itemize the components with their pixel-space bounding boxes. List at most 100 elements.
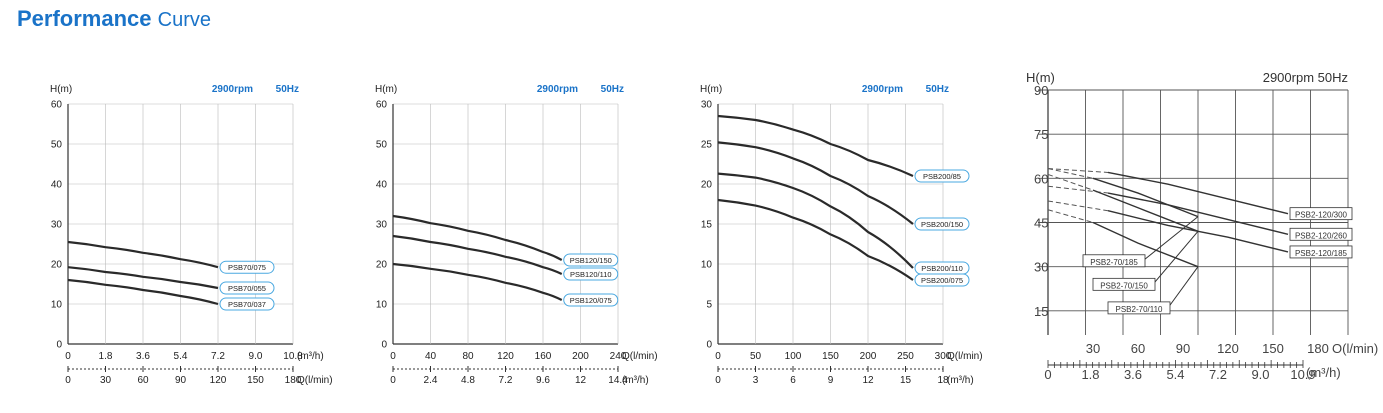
x-tick-label: 120 [497,351,514,362]
x-axis-unit: O(l/min) [1332,341,1378,356]
secondary-tick-label: 30 [100,375,112,386]
y-tick-label: 30 [1034,260,1048,275]
y-tick-label: 45 [1034,216,1048,231]
series-label-box [219,297,275,311]
series-label-box [1107,301,1171,315]
secondary-tick-label: 4.8 [461,375,475,386]
speed-label: 2900rpm [862,84,903,95]
y-tick-label: 40 [51,180,63,191]
y-axis-label: H(m) [50,84,72,95]
y-axis-label: H(m) [700,84,722,95]
series-label-box [914,169,970,183]
series-label: PSB2-120/260 [1295,231,1348,240]
x-tick-label: 150 [1262,341,1284,356]
y-tick-label: 90 [1034,83,1048,98]
secondary-axis-unit: (m³/h) [622,375,649,386]
series-label: PSB200/85 [923,172,961,181]
secondary-tick-label: 0 [715,375,721,386]
series-label-box [1289,245,1353,259]
dashed-stub [1047,200,1109,212]
series-label-box [219,281,275,295]
x-tick-label: 180 [1307,341,1329,356]
x-tick-label: 100 [785,351,802,362]
series-label-box [1082,254,1146,268]
x-tick-label: 7.2 [211,351,225,362]
x-tick-label: 60 [1131,341,1145,356]
secondary-tick-label: 7.2 [499,375,513,386]
secondary-tick-label: 7.2 [1209,367,1227,382]
x-tick-label: 5.4 [174,351,188,362]
speed-label: 2900rpm 50Hz [1263,70,1348,85]
speed-label: 2900rpm [212,84,253,95]
frequency-label: 50Hz [276,84,299,95]
y-tick-label: 10 [51,300,63,311]
y-tick-label: 20 [51,260,63,271]
y-tick-label: 0 [381,340,387,351]
curve-psb70-037 [67,278,219,306]
y-tick-label: 60 [376,100,388,111]
y-tick-label: 30 [701,100,713,111]
y-tick-label: 60 [51,100,63,111]
x-tick-label: 30 [1086,341,1100,356]
secondary-tick-label: 15 [900,375,912,386]
y-tick-label: 15 [1034,304,1048,319]
x-tick-label: 9.0 [249,351,263,362]
x-tick-label: 80 [462,351,474,362]
secondary-tick-label: 180 [285,375,302,386]
x-tick-label: 240 [610,351,627,362]
secondary-tick-label: 120 [210,375,227,386]
series-label: PSB120/110 [570,270,612,279]
y-tick-label: 0 [706,340,712,351]
secondary-tick-label: 3.6 [1124,367,1142,382]
series-label-box [563,293,619,307]
x-tick-label: 300 [935,351,952,362]
secondary-tick-label: 14.4 [608,375,628,386]
performance-chart-psb2: H(m) 2900rpm 50Hz 15 30 45 60 75 90 30 60 90 120 150… [1026,70,1378,382]
y-tick-label: 10 [376,300,388,311]
x-axis-unit: Q(l/min) [622,351,658,362]
series-label-box [1092,277,1156,291]
y-tick-label: 75 [1034,127,1048,142]
y-tick-label: 30 [51,220,63,231]
x-axis-unit: (m³/h) [297,351,324,362]
title-main: Performance [17,6,152,31]
dashed-stub [1047,168,1094,179]
secondary-tick-label: 10.9 [1290,367,1315,382]
curve-psb2-120-260 [1107,192,1289,235]
x-tick-label: 120 [1217,341,1239,356]
x-tick-label: 0 [715,351,721,362]
series-label-box [563,267,619,281]
dashed-stub [1047,173,1094,191]
curve-psb200-150 [717,141,914,225]
y-tick-label: 40 [376,180,388,191]
y-tick-label: 5 [706,300,712,311]
frequency-label: 50Hz [926,84,949,95]
series-label: PSB2-70/110 [1116,305,1164,314]
curve-psb120-110 [392,234,563,275]
x-tick-label: 0 [390,351,396,362]
series-label-box [914,273,970,287]
secondary-axis-unit: (m³/h) [947,375,974,386]
x-tick-label: 200 [860,351,877,362]
curve-psb70-075 [67,240,219,269]
secondary-tick-label: 1.8 [1081,367,1099,382]
frequency-label: 50Hz [601,84,624,95]
series-label: PSB200/110 [921,264,963,273]
curve-psb120-075 [392,262,563,301]
series-label-box [1289,227,1353,241]
x-tick-label: 40 [425,351,437,362]
x-tick-label: 0 [65,351,71,362]
curve-psb200-85 [717,114,914,177]
x-axis-unit: Q(l/min) [947,351,983,362]
series-label-box [219,260,275,274]
series-label: PSB2-70/150 [1100,281,1148,290]
callout-line [1142,216,1199,262]
dashed-stub [1047,168,1109,173]
secondary-axis-unit: Q(l/min) [297,375,333,386]
y-tick-label: 30 [376,220,388,231]
series-label: PSB2-120/300 [1295,211,1348,220]
curve-psb200-075 [717,198,914,281]
page-title: Performance Curve [17,6,211,32]
title-sub: Curve [157,9,211,31]
x-tick-label: 250 [897,351,914,362]
